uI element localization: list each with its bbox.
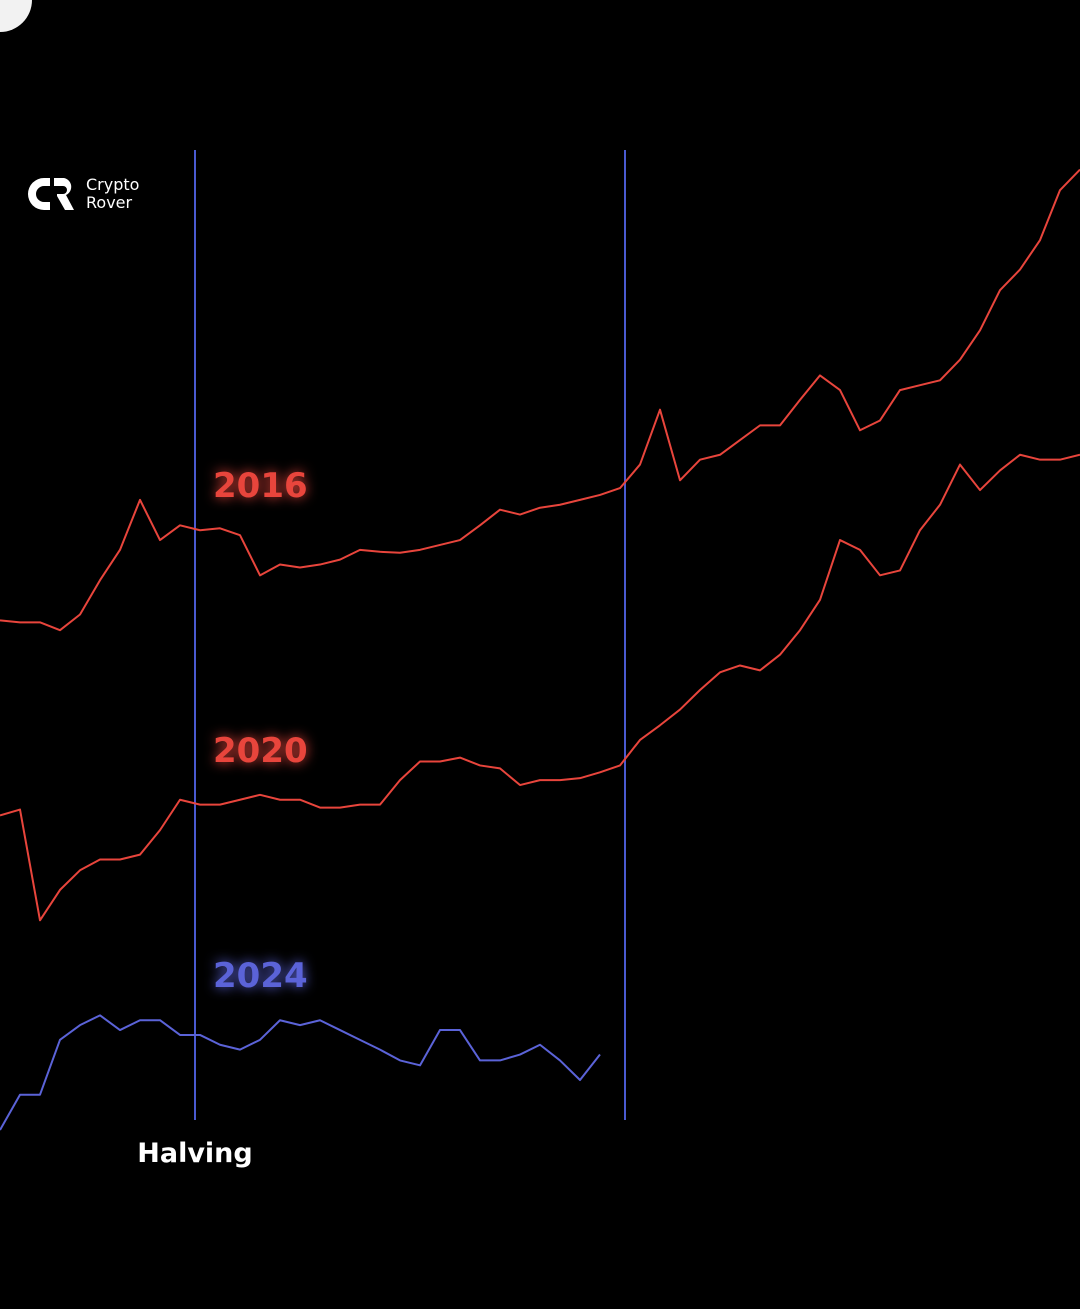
logo: Crypto Rover: [28, 175, 139, 212]
corner-shape: [0, 0, 32, 32]
series-label: 2016: [213, 466, 308, 506]
logo-text: Rover: [86, 193, 133, 212]
series-line: [0, 168, 1080, 632]
series-label: 2020: [213, 731, 308, 771]
logo-icon: [28, 178, 50, 210]
logo-text: Crypto: [86, 175, 139, 194]
series-line: [0, 1014, 601, 1131]
series-line: [0, 453, 1080, 922]
logo-icon: [54, 178, 74, 210]
series-label: 2024: [213, 956, 308, 996]
annotation: Halving: [137, 1138, 252, 1169]
